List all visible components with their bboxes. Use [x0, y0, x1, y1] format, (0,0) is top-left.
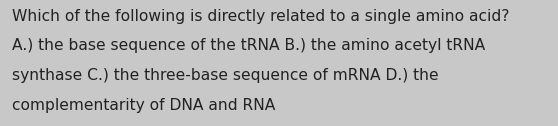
Text: complementarity of DNA and RNA: complementarity of DNA and RNA	[12, 98, 276, 113]
Text: synthase C.) the three-base sequence of mRNA D.) the: synthase C.) the three-base sequence of …	[12, 68, 439, 83]
Text: Which of the following is directly related to a single amino acid?: Which of the following is directly relat…	[12, 9, 510, 24]
Text: A.) the base sequence of the tRNA B.) the amino acetyl tRNA: A.) the base sequence of the tRNA B.) th…	[12, 38, 485, 53]
